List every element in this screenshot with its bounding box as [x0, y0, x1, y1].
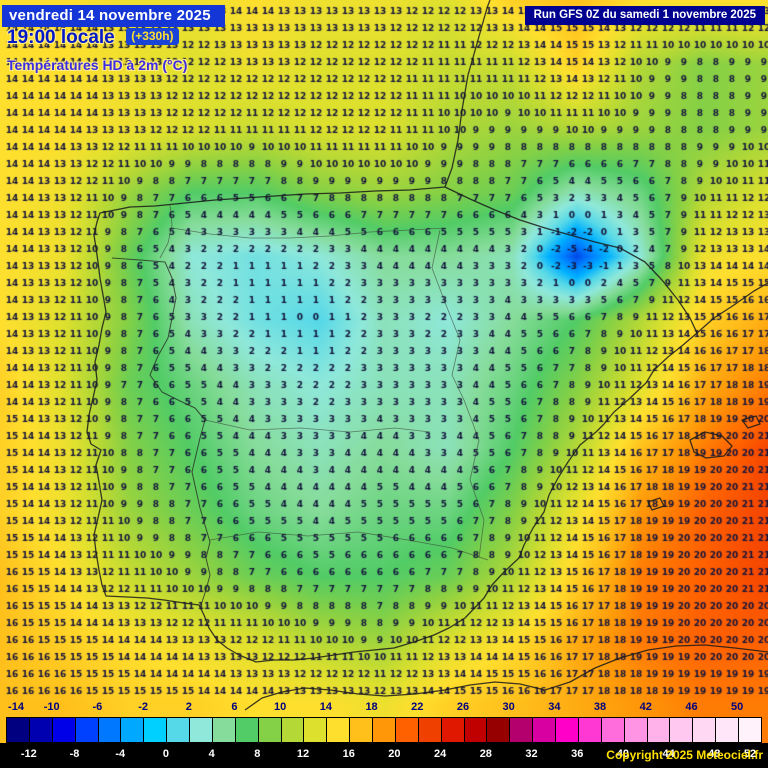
legend-color-cell: [7, 718, 30, 742]
legend-color-cell: [739, 718, 761, 742]
model-run-label: Run GFS 0Z du samedi 1 novembre 2025: [524, 6, 765, 25]
legend-tick-label: 16: [342, 748, 355, 760]
legend-tick-label: 50: [731, 701, 744, 713]
legend-color-cell: [190, 718, 213, 742]
legend-color-cell: [121, 718, 145, 742]
legend-tick-label: -12: [20, 748, 37, 760]
legend-tick-label: 24: [433, 748, 447, 760]
legend-tick-label: 38: [593, 701, 607, 713]
legend-color-cell: [464, 718, 488, 742]
valid-time-label: 19:00 locale: [7, 27, 115, 48]
legend-color-cell: [601, 718, 625, 742]
legend-tick-label: -10: [43, 701, 60, 713]
legend-color-cell: [487, 718, 511, 742]
legend-color-cell: [75, 718, 99, 742]
legend-tick-label: 2: [185, 701, 192, 713]
legend-tick-label: 20: [388, 748, 401, 760]
legend-tick-label: 12: [296, 748, 310, 760]
legend-tick-label: -8: [69, 748, 80, 760]
legend-tick-label: 6: [231, 701, 238, 713]
legend-color-cell: [510, 718, 534, 742]
legend-footer-strip: -12 -8 -4 0 4 8 12 16 20 24 28 32 36 40 44 48 52 Copyrig…: [0, 743, 768, 768]
valid-time-row: 19:00 locale (+330h): [7, 27, 179, 49]
legend-tick-label: 44: [662, 748, 675, 760]
legend-color-cell: [281, 718, 305, 742]
legend-tick-label: -2: [138, 701, 148, 713]
legend-color-cell: [373, 718, 396, 742]
legend-color-cell: [418, 718, 442, 742]
legend-color-cell: [144, 718, 168, 742]
legend-bottom-labels: -12 -8 -4 0 4 8 12 16 20 24 28 32 36 40 44 48 52: [0, 743, 768, 768]
legend-tick-label: 18: [365, 701, 378, 713]
legend-color-cell: [670, 718, 694, 742]
legend-tick-label: 14: [319, 701, 332, 713]
legend-tick-label: -6: [92, 701, 103, 713]
color-scale-legend: -14 -10 -6 -2 2 6 10 14 18 22 26 30 34 38 42 46 50 -12 -8…: [0, 700, 768, 768]
legend-color-cell: [167, 718, 190, 742]
legend-color-cell: [441, 718, 465, 742]
variable-label: Températures HD à 2m (°C): [7, 57, 188, 73]
legend-tick-label: 26: [456, 701, 470, 713]
legend-color-bar: [6, 717, 762, 743]
legend-color-cell: [395, 718, 419, 742]
legend-tick-label: 52: [743, 748, 757, 760]
legend-tick-label: 8: [254, 748, 261, 760]
legend-tick-label: 48: [708, 748, 721, 760]
legend-tick-label: 0: [162, 748, 169, 760]
legend-color-cell: [578, 718, 602, 742]
copyright-label: Copyright 2025 Meteociel.fr: [606, 748, 763, 762]
legend-tick-label: 40: [616, 748, 630, 760]
legend-tick-label: -4: [115, 748, 126, 760]
legend-tick-label: 32: [525, 748, 538, 760]
legend-color-cell: [52, 718, 76, 742]
legend-tick-label: 30: [502, 701, 515, 713]
legend-top-labels: -14 -10 -6 -2 2 6 10 14 18 22 26 30 34 38 42 46 50: [0, 700, 768, 716]
legend-tick-label: 10: [274, 701, 287, 713]
legend-color-cell: [304, 718, 328, 742]
legend-color-cell: [327, 718, 351, 742]
legend-tick-label: 4: [208, 748, 215, 760]
legend-tick-label: -14: [8, 701, 24, 713]
legend-tick-label: 46: [685, 701, 698, 713]
legend-color-cell: [647, 718, 671, 742]
legend-color-cell: [258, 718, 282, 742]
legend-color-cell: [716, 718, 739, 742]
legend-tick-label: 28: [479, 748, 492, 760]
legend-color-cell: [624, 718, 648, 742]
legend-color-cell: [235, 718, 259, 742]
legend-color-cell: [533, 718, 556, 742]
legend-color-cell: [98, 718, 122, 742]
legend-tick-label: 42: [639, 701, 652, 713]
forecast-offset-badge: (+330h): [126, 28, 179, 45]
legend-color-cell: [350, 718, 373, 742]
legend-tick-label: 36: [571, 748, 584, 760]
valid-date-label: vendredi 14 novembre 2025: [2, 5, 225, 27]
legend-tick-label: 34: [548, 701, 561, 713]
legend-color-cell: [29, 718, 53, 742]
legend-tick-label: 22: [411, 701, 424, 713]
legend-color-cell: [212, 718, 236, 742]
legend-color-cell: [556, 718, 579, 742]
legend-color-cell: [693, 718, 717, 742]
